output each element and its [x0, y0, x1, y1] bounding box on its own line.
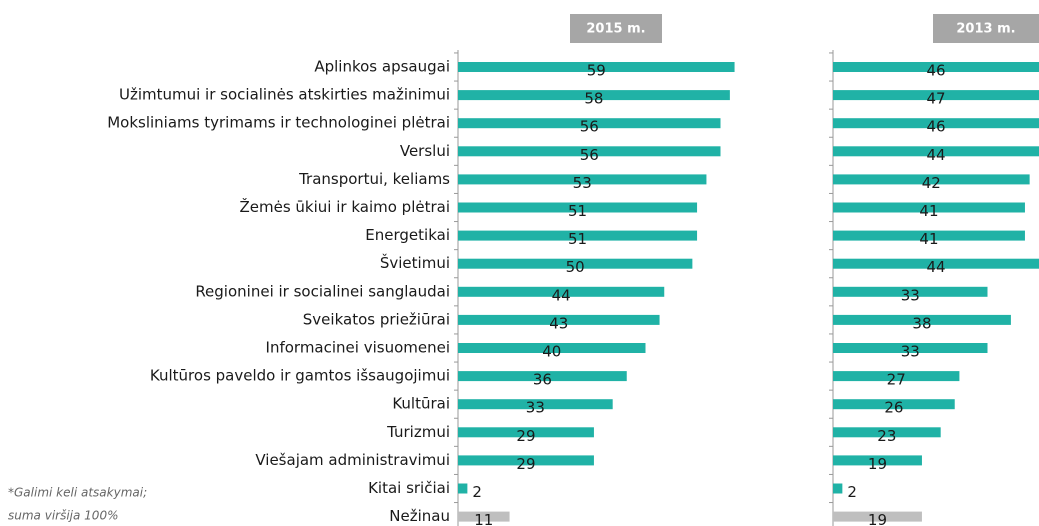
bar	[833, 90, 1039, 101]
value-label: 19	[868, 455, 887, 473]
bar	[833, 399, 955, 410]
value-label: 51	[568, 202, 587, 220]
header-box	[570, 14, 662, 43]
category-label: Kultūros paveldo ir gamtos išsaugojimui	[150, 367, 450, 385]
bars	[458, 62, 735, 522]
value-label: 29	[516, 455, 535, 473]
value-label: 46	[926, 118, 945, 136]
bar	[458, 258, 693, 269]
bar	[833, 371, 960, 382]
bar	[458, 118, 721, 129]
category-label: Viešajam administravimui	[255, 451, 450, 469]
category-label: Žemės ūkiui ir kaimo plėtrai	[240, 197, 451, 216]
value-label: 33	[901, 343, 920, 361]
category-label: Regioninei ir socialinei sanglaudai	[195, 282, 450, 300]
bar	[458, 455, 594, 466]
bar	[458, 371, 627, 382]
value-label: 19	[868, 511, 887, 526]
value-label: 58	[584, 90, 603, 108]
header-box	[933, 14, 1039, 43]
value-label: 26	[884, 399, 903, 417]
value-label: 36	[533, 371, 552, 389]
value-label: 40	[542, 343, 561, 361]
category-label: Kultūrai	[392, 395, 450, 413]
value-label: 42	[922, 174, 941, 192]
value-label: 46	[926, 62, 945, 80]
bar	[458, 90, 730, 101]
bars	[833, 62, 1039, 522]
bar	[458, 174, 707, 185]
category-label: Sveikatos priežiūrai	[303, 310, 450, 328]
bar	[458, 230, 698, 241]
bar	[833, 286, 988, 297]
category-label: Turizmui	[386, 423, 450, 441]
value-label: 44	[926, 258, 945, 276]
value-label: 2	[847, 483, 857, 501]
bar	[833, 511, 922, 522]
category-label: Nežinau	[389, 507, 450, 525]
value-label: 29	[516, 427, 535, 445]
value-label: 59	[587, 62, 606, 80]
value-label: 27	[887, 371, 906, 389]
value-label: 51	[568, 230, 587, 248]
value-label: 23	[877, 427, 896, 445]
bar	[833, 174, 1030, 185]
bar	[833, 455, 922, 466]
note: suma viršija 100%	[8, 509, 118, 523]
category-label: Energetikai	[365, 226, 450, 244]
value-label: 56	[580, 146, 599, 164]
bar	[458, 427, 594, 438]
value-label: 38	[912, 314, 931, 332]
bar	[458, 286, 665, 297]
bar	[458, 62, 735, 72]
bar	[833, 483, 843, 494]
category-label: Verslui	[400, 142, 450, 160]
category-label: Švietimui	[380, 253, 450, 272]
bar	[833, 202, 1025, 213]
category-label: Užimtumui ir socialinės atskirties mažin…	[119, 86, 450, 104]
bar	[833, 146, 1039, 157]
bar	[833, 230, 1025, 241]
bar	[458, 343, 646, 353]
category-label: Aplinkos apsaugai	[314, 58, 450, 76]
value-label: 41	[919, 230, 938, 248]
value-label: 50	[566, 258, 585, 276]
category-label: Transportui, keliams	[298, 170, 450, 188]
category-label: Moksliniams tyrimams ir technologinei pl…	[107, 114, 450, 132]
category-label: Kitai sričiai	[368, 479, 450, 497]
value-label: 33	[901, 286, 920, 304]
value-label: 11	[474, 511, 493, 526]
bar	[458, 483, 468, 494]
panel-title: 2015 m.	[586, 22, 645, 37]
category-label: Informacinei visuomenei	[266, 339, 450, 357]
value-label: 41	[919, 202, 938, 220]
value-label: 2	[472, 483, 482, 501]
bar	[458, 202, 698, 213]
value-label: 53	[573, 174, 592, 192]
value-label: 56	[580, 118, 599, 136]
bar	[833, 258, 1039, 269]
note: *Galimi keli atsakymai;	[8, 486, 147, 500]
bar	[833, 343, 988, 353]
value-label: 44	[926, 146, 945, 164]
value-label: 43	[549, 314, 568, 332]
bar	[458, 399, 613, 410]
bar	[458, 314, 660, 325]
value-label: 44	[552, 286, 571, 304]
bar	[458, 511, 510, 522]
panel-title: 2013 m.	[956, 22, 1015, 37]
value-label: 47	[926, 90, 945, 108]
bar	[833, 427, 941, 438]
bar	[458, 146, 721, 157]
bar	[833, 118, 1039, 129]
value-label: 33	[526, 399, 545, 417]
bar	[833, 314, 1011, 325]
bar	[833, 62, 1039, 72]
